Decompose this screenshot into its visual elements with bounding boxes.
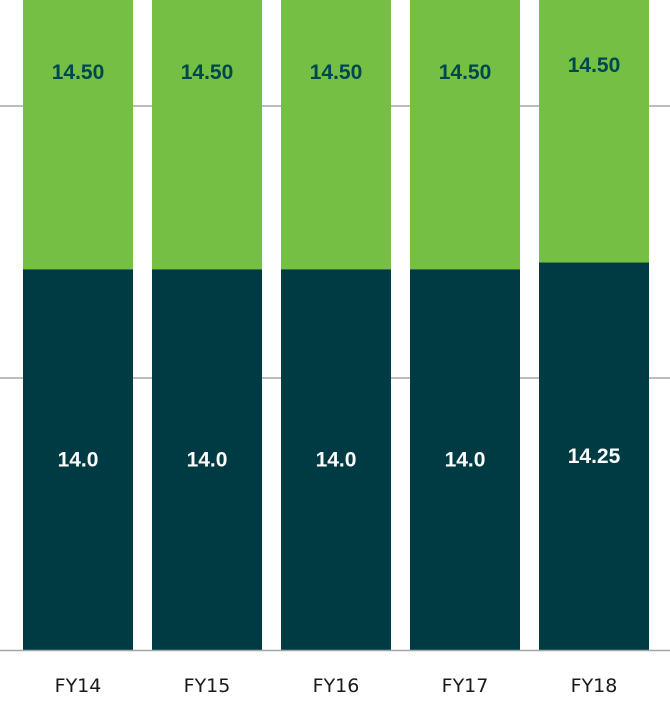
value-label: 14.50: [310, 61, 363, 84]
bar-segment-fy18-1: [539, 0, 649, 263]
value-labels: 14.0 14.50 14.0 14.50 14.0 14.50 14.0 14.50 14.2…: [52, 54, 621, 471]
value-label: 14.25: [568, 445, 621, 468]
value-label: 14.50: [52, 61, 105, 84]
x-tick-label: FY17: [442, 675, 489, 697]
value-label: 14.0: [187, 449, 228, 472]
bar-segment-fy15-0: [152, 269, 262, 650]
x-tick-label: FY15: [184, 675, 231, 697]
bar-segment-fy17-0: [410, 269, 520, 650]
value-label: 14.0: [445, 449, 486, 472]
bar-segment-fy14-1: [23, 0, 133, 270]
x-tick-label: FY18: [571, 675, 618, 697]
value-label: 14.50: [568, 54, 621, 77]
value-label: 14.50: [181, 61, 234, 84]
bars: [23, 0, 649, 650]
bar-segment-fy15-1: [152, 0, 262, 270]
value-label: 14.0: [58, 449, 99, 472]
bar-segment-fy16-0: [281, 269, 391, 650]
bar-segment-fy16-1: [281, 0, 391, 270]
x-axis: FY14 FY15 FY16 FY17 FY18: [0, 649, 670, 697]
x-tick-label: FY14: [55, 675, 102, 697]
value-label: 14.0: [316, 449, 357, 472]
x-tick-label: FY16: [313, 675, 360, 697]
bar-segment-fy17-1: [410, 0, 520, 270]
value-label: 14.50: [439, 61, 492, 84]
bar-segment-fy14-0: [23, 269, 133, 650]
bar-segment-fy18-0: [539, 262, 649, 650]
